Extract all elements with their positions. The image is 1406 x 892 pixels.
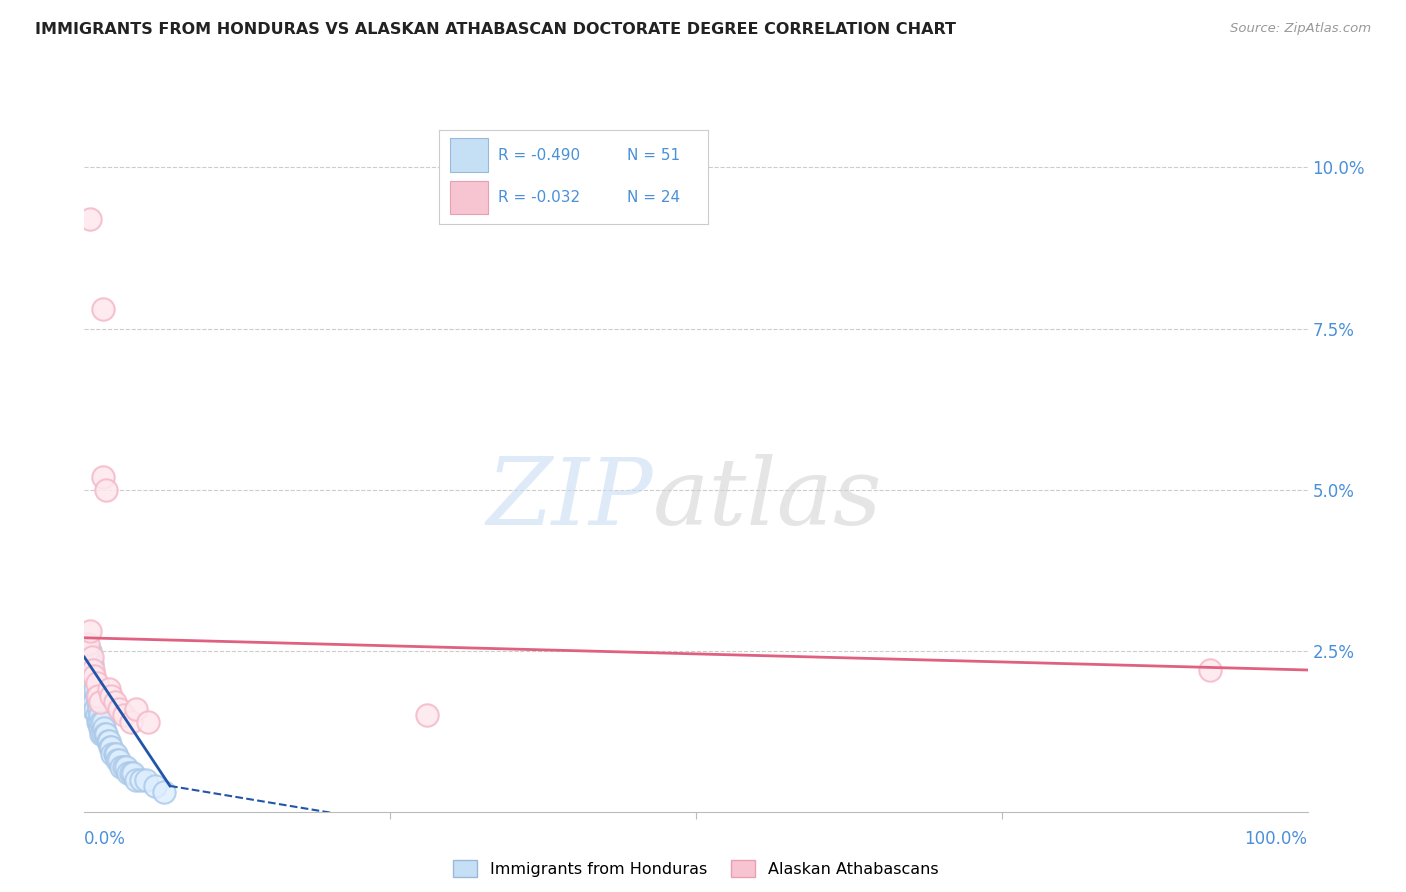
Point [135, 772, 157, 787]
Point [122, 766, 145, 780]
Point [105, 747, 128, 761]
Point [120, 766, 142, 780]
Point [80, 689, 103, 703]
Point [77, 637, 100, 651]
Point [82, 663, 104, 677]
Point [143, 779, 166, 793]
Point [115, 759, 138, 773]
Text: R = -0.032: R = -0.032 [498, 190, 581, 205]
Point [89, 708, 111, 723]
Text: R = -0.490: R = -0.490 [498, 148, 581, 162]
Point [112, 759, 135, 773]
Legend: Immigrants from Honduras, Alaskan Athabascans: Immigrants from Honduras, Alaskan Athaba… [447, 854, 945, 884]
Point [90, 727, 112, 741]
Point [96, 727, 118, 741]
Point [94, 727, 117, 741]
Point [77, 676, 100, 690]
Point [112, 708, 135, 723]
Point [125, 772, 148, 787]
Point [107, 753, 129, 767]
Point [83, 676, 105, 690]
Point [91, 714, 114, 729]
Point [84, 701, 107, 715]
Text: 100.0%: 100.0% [1244, 830, 1308, 847]
Text: ZIP: ZIP [486, 454, 654, 543]
Point [90, 714, 112, 729]
Point [153, 785, 176, 799]
Point [80, 650, 103, 665]
Point [87, 701, 110, 715]
Point [120, 714, 142, 729]
Point [76, 643, 98, 657]
Point [79, 212, 101, 227]
Point [97, 734, 120, 748]
Point [1198, 663, 1220, 677]
Point [82, 669, 104, 683]
Point [87, 714, 110, 729]
Point [104, 747, 127, 761]
Point [79, 663, 101, 677]
Point [89, 695, 111, 709]
Point [80, 657, 103, 671]
Point [77, 689, 100, 703]
Text: 0.0%: 0.0% [84, 830, 127, 847]
Bar [450, 138, 488, 172]
Point [100, 740, 122, 755]
Point [105, 753, 128, 767]
Point [79, 682, 101, 697]
Point [87, 714, 110, 729]
Point [89, 721, 111, 735]
Point [76, 663, 98, 677]
Point [83, 695, 105, 709]
Y-axis label: Doctorate Degree: Doctorate Degree [0, 395, 7, 533]
Point [91, 469, 114, 483]
Point [98, 740, 121, 755]
Point [101, 747, 124, 761]
Text: N = 24: N = 24 [627, 190, 681, 205]
Point [82, 682, 104, 697]
Point [79, 643, 101, 657]
Point [79, 624, 101, 639]
Point [129, 772, 152, 787]
Point [83, 669, 105, 683]
Point [97, 682, 120, 697]
Point [82, 701, 104, 715]
Point [91, 727, 114, 741]
Point [87, 689, 110, 703]
Point [87, 695, 110, 709]
Point [86, 708, 108, 723]
Text: Source: ZipAtlas.com: Source: ZipAtlas.com [1230, 22, 1371, 36]
Text: N = 51: N = 51 [627, 148, 681, 162]
Bar [450, 180, 488, 214]
Point [84, 682, 107, 697]
Point [96, 483, 118, 497]
Point [77, 663, 100, 677]
Point [91, 302, 114, 317]
Point [100, 689, 122, 703]
Point [416, 708, 439, 723]
Point [125, 701, 148, 715]
Point [86, 689, 108, 703]
Point [117, 766, 139, 780]
Point [110, 759, 132, 773]
Point [136, 714, 159, 729]
Text: atlas: atlas [654, 454, 883, 543]
Point [77, 650, 100, 665]
Point [97, 734, 120, 748]
Text: IMMIGRANTS FROM HONDURAS VS ALASKAN ATHABASCAN DOCTORATE DEGREE CORRELATION CHAR: IMMIGRANTS FROM HONDURAS VS ALASKAN ATHA… [35, 22, 956, 37]
Point [104, 695, 127, 709]
Point [86, 676, 108, 690]
Point [93, 721, 115, 735]
Point [107, 701, 129, 715]
